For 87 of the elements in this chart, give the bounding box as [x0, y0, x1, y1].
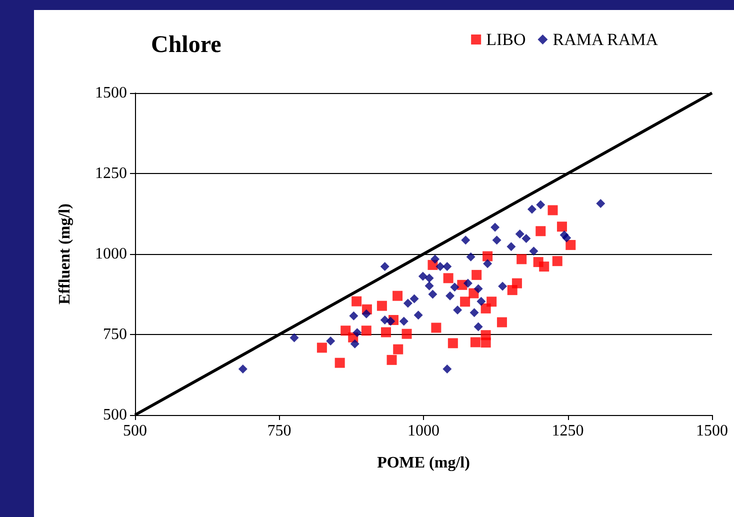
point — [450, 282, 460, 292]
point — [453, 306, 462, 315]
point — [461, 236, 470, 245]
point — [436, 262, 445, 272]
point — [498, 282, 508, 291]
y-tick-label: 1250 — [95, 165, 127, 182]
point — [470, 337, 480, 348]
point — [482, 251, 493, 262]
y-tick-label: 1500 — [95, 84, 127, 102]
point — [522, 234, 531, 244]
point — [380, 327, 391, 338]
x-axis-title: POME (mg/l) — [377, 454, 470, 472]
point — [326, 336, 336, 346]
point — [399, 316, 408, 326]
point — [431, 322, 442, 333]
point — [386, 354, 397, 365]
point — [380, 262, 390, 272]
point — [448, 338, 458, 348]
point — [443, 273, 454, 284]
y-tick-label: 1000 — [95, 246, 127, 262]
point — [474, 322, 483, 332]
point — [376, 300, 387, 311]
point — [539, 262, 550, 272]
point — [506, 242, 516, 252]
point — [424, 281, 434, 290]
legend-label: RAMA RAMA — [552, 30, 659, 49]
y-tick-label: 500 — [103, 406, 127, 424]
point — [536, 226, 546, 236]
point — [316, 342, 327, 353]
point — [556, 222, 567, 232]
point — [442, 262, 452, 272]
point — [430, 254, 440, 264]
point — [474, 284, 483, 294]
x-tick-label: 1000 — [408, 422, 440, 440]
y-tick-label: 750 — [103, 326, 127, 343]
point — [418, 272, 428, 281]
point — [527, 204, 536, 214]
point — [393, 344, 404, 354]
point — [424, 274, 434, 283]
point — [463, 278, 472, 288]
point — [492, 236, 502, 245]
point — [496, 317, 507, 328]
point — [362, 309, 371, 318]
y-axis-title: Effluent (mg/l) — [56, 204, 74, 304]
point — [472, 270, 482, 280]
point — [410, 294, 419, 304]
x-tick-label: 1250 — [552, 422, 584, 440]
point — [446, 291, 455, 300]
x-tick-label: 750 — [267, 422, 292, 440]
x-tick-label: 1500 — [696, 422, 728, 440]
point — [403, 298, 412, 308]
x-tick-label: 500 — [123, 422, 147, 440]
point — [460, 296, 470, 307]
point — [480, 338, 491, 348]
point — [490, 222, 500, 232]
point — [470, 308, 479, 318]
legend-label: LIBO — [486, 30, 526, 49]
point — [361, 326, 372, 336]
point — [552, 256, 562, 266]
point — [548, 205, 558, 216]
point — [596, 198, 606, 208]
point — [442, 364, 452, 374]
point — [334, 358, 345, 368]
point — [350, 339, 360, 348]
point — [476, 296, 486, 306]
point — [340, 326, 351, 336]
point — [515, 230, 524, 239]
point — [516, 254, 527, 264]
point — [414, 310, 423, 320]
point — [486, 296, 497, 307]
point — [290, 333, 299, 342]
point — [566, 240, 576, 250]
point — [562, 233, 572, 242]
point — [238, 364, 248, 374]
point — [529, 246, 538, 256]
point — [402, 328, 412, 339]
point — [536, 200, 546, 210]
point — [483, 259, 492, 268]
point — [466, 252, 476, 262]
point — [507, 285, 518, 296]
point — [428, 290, 438, 299]
point — [349, 311, 358, 320]
point — [352, 328, 362, 338]
point — [352, 296, 362, 306]
chart-title: Chlore — [151, 32, 222, 58]
point — [392, 290, 403, 301]
point — [386, 316, 396, 326]
